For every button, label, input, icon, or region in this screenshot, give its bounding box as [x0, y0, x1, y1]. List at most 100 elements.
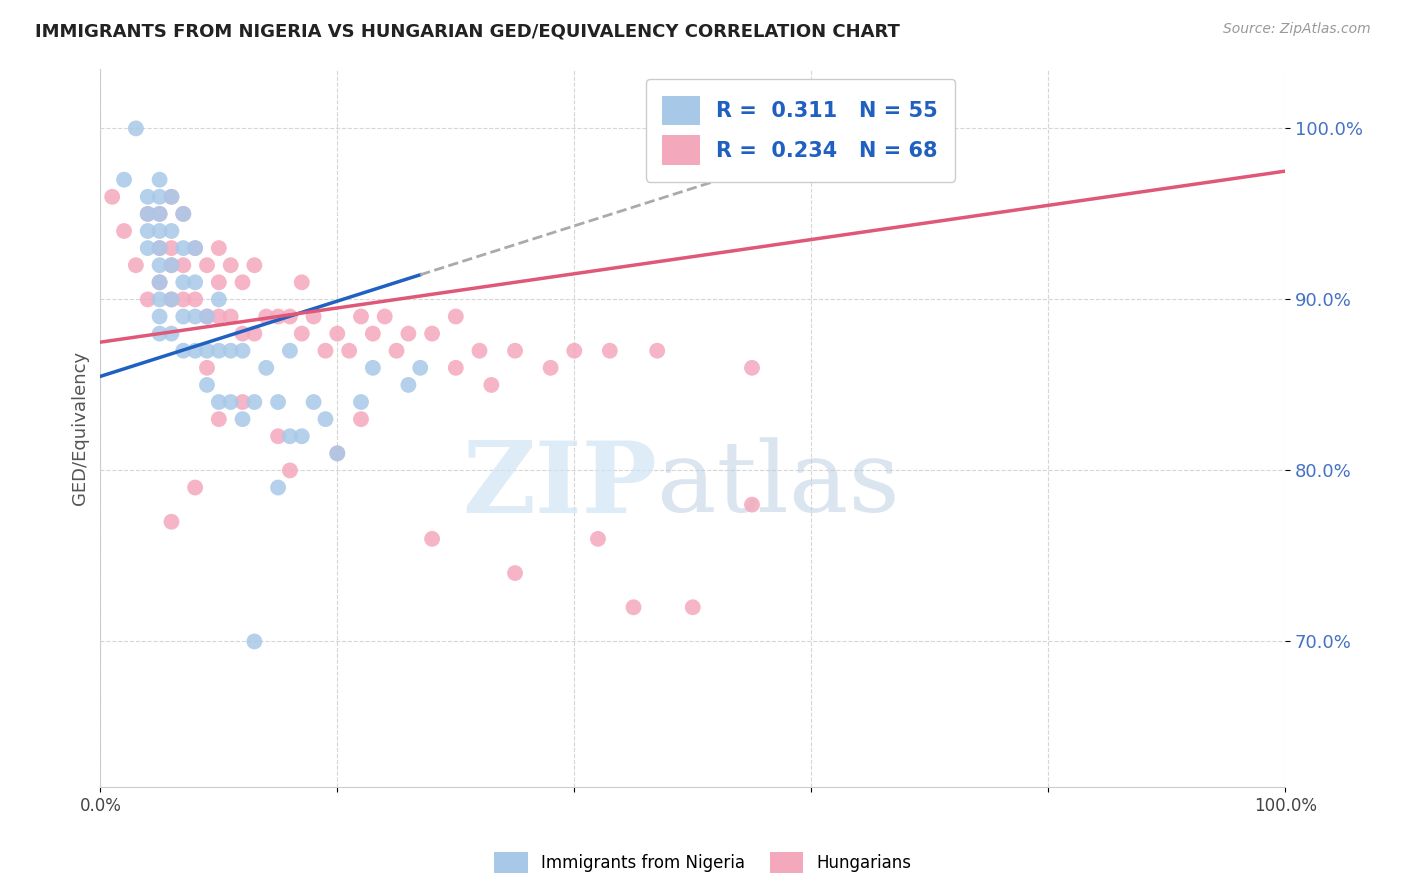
- Point: [208, 293, 231, 307]
- Point: [350, 310, 373, 324]
- Point: [302, 310, 325, 324]
- Point: [350, 395, 373, 409]
- Point: [361, 360, 384, 375]
- Point: [562, 343, 585, 358]
- Point: [444, 310, 467, 324]
- Point: [396, 378, 419, 392]
- Point: [195, 310, 218, 324]
- Point: [291, 429, 314, 443]
- Point: [586, 532, 609, 546]
- Point: [172, 343, 194, 358]
- Point: [420, 532, 443, 546]
- Point: [208, 275, 231, 289]
- Point: [184, 481, 207, 495]
- Point: [291, 326, 314, 341]
- Point: [479, 378, 502, 392]
- Point: [243, 395, 266, 409]
- Point: [409, 360, 432, 375]
- Point: [503, 566, 526, 580]
- Text: Source: ZipAtlas.com: Source: ZipAtlas.com: [1223, 22, 1371, 37]
- Point: [149, 293, 172, 307]
- Point: [195, 360, 218, 375]
- Point: [208, 241, 231, 255]
- Point: [741, 360, 763, 375]
- Point: [208, 310, 231, 324]
- Point: [172, 258, 194, 272]
- Point: [160, 326, 183, 341]
- Text: atlas: atlas: [657, 437, 900, 533]
- Point: [243, 634, 266, 648]
- Point: [160, 515, 183, 529]
- Point: [149, 310, 172, 324]
- Point: [184, 293, 207, 307]
- Point: [172, 275, 194, 289]
- Point: [267, 481, 290, 495]
- Point: [291, 275, 314, 289]
- Point: [540, 360, 562, 375]
- Point: [172, 207, 194, 221]
- Point: [136, 207, 159, 221]
- Point: [645, 343, 668, 358]
- Point: [254, 360, 277, 375]
- Point: [231, 412, 253, 426]
- Point: [208, 395, 231, 409]
- Point: [136, 190, 159, 204]
- Point: [396, 326, 419, 341]
- Point: [160, 293, 183, 307]
- Point: [219, 310, 242, 324]
- Legend: Immigrants from Nigeria, Hungarians: Immigrants from Nigeria, Hungarians: [488, 846, 918, 880]
- Point: [350, 412, 373, 426]
- Point: [326, 446, 349, 460]
- Point: [278, 343, 301, 358]
- Point: [136, 207, 159, 221]
- Point: [420, 326, 443, 341]
- Point: [243, 326, 266, 341]
- Point: [172, 310, 194, 324]
- Point: [503, 343, 526, 358]
- Point: [195, 343, 218, 358]
- Point: [112, 172, 135, 186]
- Point: [231, 326, 253, 341]
- Point: [195, 310, 218, 324]
- Point: [741, 498, 763, 512]
- Point: [374, 310, 396, 324]
- Point: [125, 121, 148, 136]
- Point: [101, 190, 124, 204]
- Point: [208, 343, 231, 358]
- Point: [160, 241, 183, 255]
- Point: [160, 190, 183, 204]
- Point: [149, 258, 172, 272]
- Point: [149, 275, 172, 289]
- Point: [219, 343, 242, 358]
- Point: [231, 275, 253, 289]
- Point: [278, 310, 301, 324]
- Point: [136, 241, 159, 255]
- Point: [160, 224, 183, 238]
- Point: [149, 241, 172, 255]
- Point: [149, 207, 172, 221]
- Point: [302, 395, 325, 409]
- Point: [149, 207, 172, 221]
- Point: [184, 241, 207, 255]
- Point: [267, 429, 290, 443]
- Point: [623, 600, 645, 615]
- Point: [160, 293, 183, 307]
- Point: [184, 343, 207, 358]
- Point: [468, 343, 491, 358]
- Point: [254, 310, 277, 324]
- Text: ZIP: ZIP: [463, 437, 657, 533]
- Point: [149, 190, 172, 204]
- Point: [172, 241, 194, 255]
- Point: [160, 190, 183, 204]
- Point: [172, 207, 194, 221]
- Point: [278, 463, 301, 477]
- Y-axis label: GED/Equivalency: GED/Equivalency: [72, 351, 89, 505]
- Point: [184, 310, 207, 324]
- Point: [149, 326, 172, 341]
- Point: [112, 224, 135, 238]
- Point: [682, 600, 704, 615]
- Point: [243, 258, 266, 272]
- Point: [149, 241, 172, 255]
- Point: [149, 275, 172, 289]
- Point: [314, 343, 336, 358]
